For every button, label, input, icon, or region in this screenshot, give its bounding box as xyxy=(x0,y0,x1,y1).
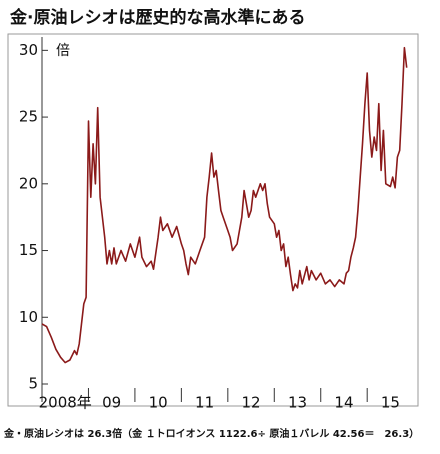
footnote: 金・原油レシオは 26.3倍（金 １トロイオンス 1122.6÷ 原油１バレル … xyxy=(3,427,419,440)
x-tick-label: 11 xyxy=(195,394,214,412)
chart-title: 金·原油レシオは歴史的な高水準にある xyxy=(9,7,305,28)
x-tick-label: 10 xyxy=(149,394,168,412)
y-unit: 倍 xyxy=(56,43,70,59)
x-tick-label: 15 xyxy=(381,394,400,412)
y-tick-label: 20 xyxy=(19,174,38,192)
y-tick-label: 10 xyxy=(19,308,38,326)
y-tick-label: 25 xyxy=(19,108,38,126)
x-tick-label: 09 xyxy=(102,394,121,412)
y-tick-label: 30 xyxy=(19,41,38,59)
chart-frame xyxy=(7,33,419,407)
data-line xyxy=(41,46,408,364)
y-tick-label: 15 xyxy=(19,241,38,259)
x-tick-label: 13 xyxy=(288,394,307,412)
y-tick-label: 5 xyxy=(28,375,38,393)
x-tick-label: 2008年 xyxy=(39,394,92,412)
x-tick-label: 14 xyxy=(334,394,353,412)
x-tick-label: 12 xyxy=(242,394,261,412)
